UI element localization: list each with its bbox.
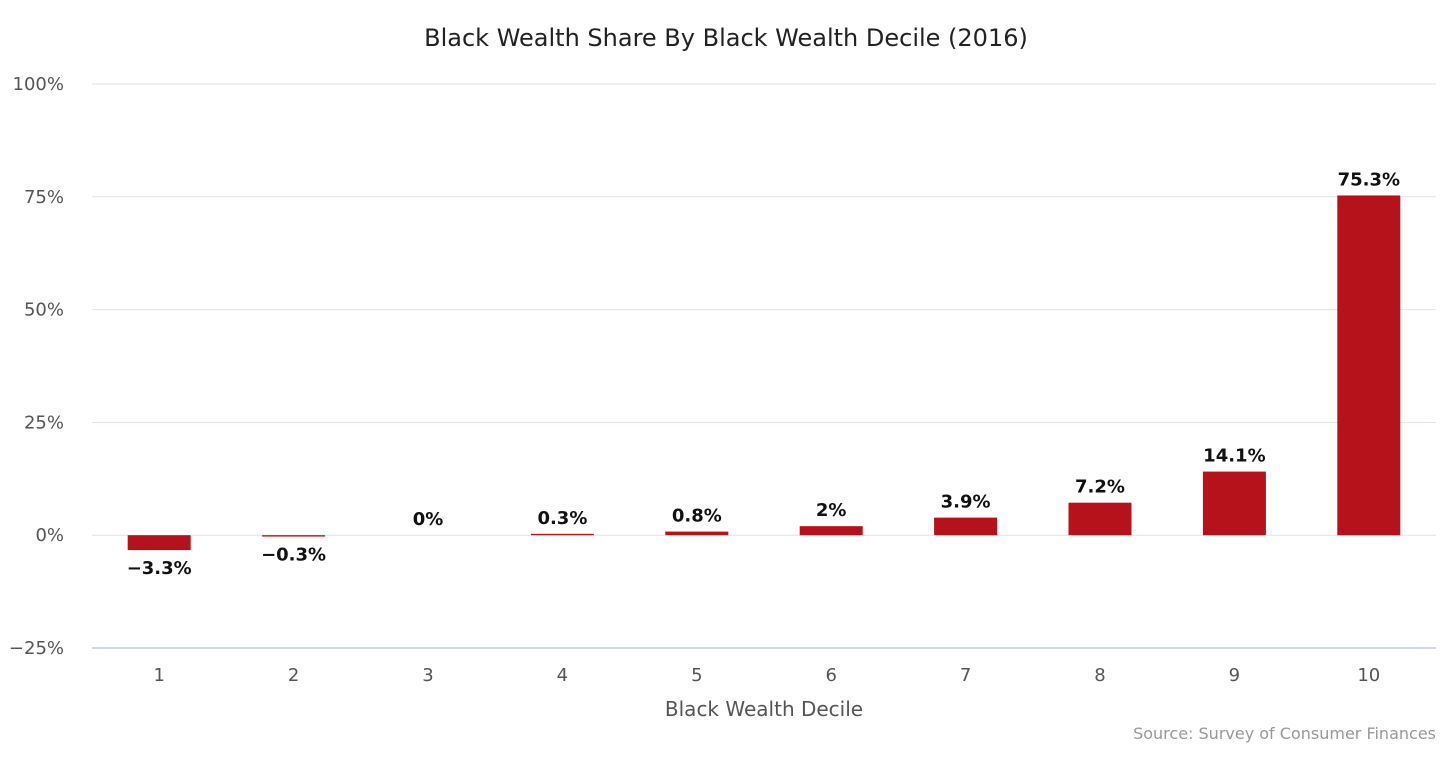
x-tick-label: 3 (422, 665, 433, 686)
x-tick-label: 4 (557, 665, 568, 686)
bar-decile-9 (1202, 471, 1266, 536)
data-label: 0.3% (537, 508, 587, 529)
y-tick-label: 0% (35, 525, 64, 546)
y-tick-label: 25% (24, 412, 64, 433)
data-label: 3.9% (941, 492, 991, 513)
x-tick-label: 8 (1094, 665, 1105, 686)
bar-decile-1 (127, 535, 191, 551)
bar-decile-10 (1337, 195, 1401, 536)
data-label: 7.2% (1075, 477, 1125, 498)
y-tick-label: 50% (24, 300, 64, 321)
bar-decile-8 (1068, 502, 1132, 536)
x-tick-label: 6 (825, 665, 836, 686)
data-label: 14.1% (1203, 446, 1265, 467)
y-tick-label: 75% (24, 187, 64, 208)
y-tick-label: 100% (13, 74, 64, 95)
x-axis-ticks: 1 2 3 4 5 6 7 8 9 10 (153, 665, 1380, 686)
data-label: 0.8% (672, 506, 722, 527)
x-tick-label: 2 (288, 665, 299, 686)
x-tick-label: 5 (691, 665, 702, 686)
y-axis-ticks: −25% 0% 25% 50% 75% 100% (9, 74, 64, 659)
data-label: 2% (816, 500, 847, 521)
bar-decile-4 (530, 533, 594, 536)
x-tick-label: 10 (1357, 665, 1380, 686)
x-tick-label: 9 (1229, 665, 1240, 686)
data-label: 75.3% (1338, 169, 1400, 190)
bars (127, 195, 1401, 551)
data-label: −3.3% (127, 558, 192, 579)
data-label: 0% (413, 509, 444, 530)
bar-decile-2 (262, 535, 326, 537)
data-labels: −3.3% −0.3% 0% 0.3% 0.8% 2% 3.9% 7.2% 14.1% 75.3% (125, 167, 1402, 581)
source-note: Source: Survey of Consumer Finances (1133, 724, 1436, 743)
data-label: −0.3% (261, 545, 326, 566)
y-tick-label: −25% (9, 638, 64, 659)
x-tick-label: 1 (153, 665, 164, 686)
bar-decile-6 (799, 526, 863, 536)
chart-title: Black Wealth Share By Black Wealth Decil… (424, 24, 1028, 52)
bar-decile-5 (665, 531, 729, 536)
bar-decile-7 (934, 517, 998, 536)
x-axis-label: Black Wealth Decile (665, 697, 863, 721)
x-tick-label: 7 (960, 665, 971, 686)
